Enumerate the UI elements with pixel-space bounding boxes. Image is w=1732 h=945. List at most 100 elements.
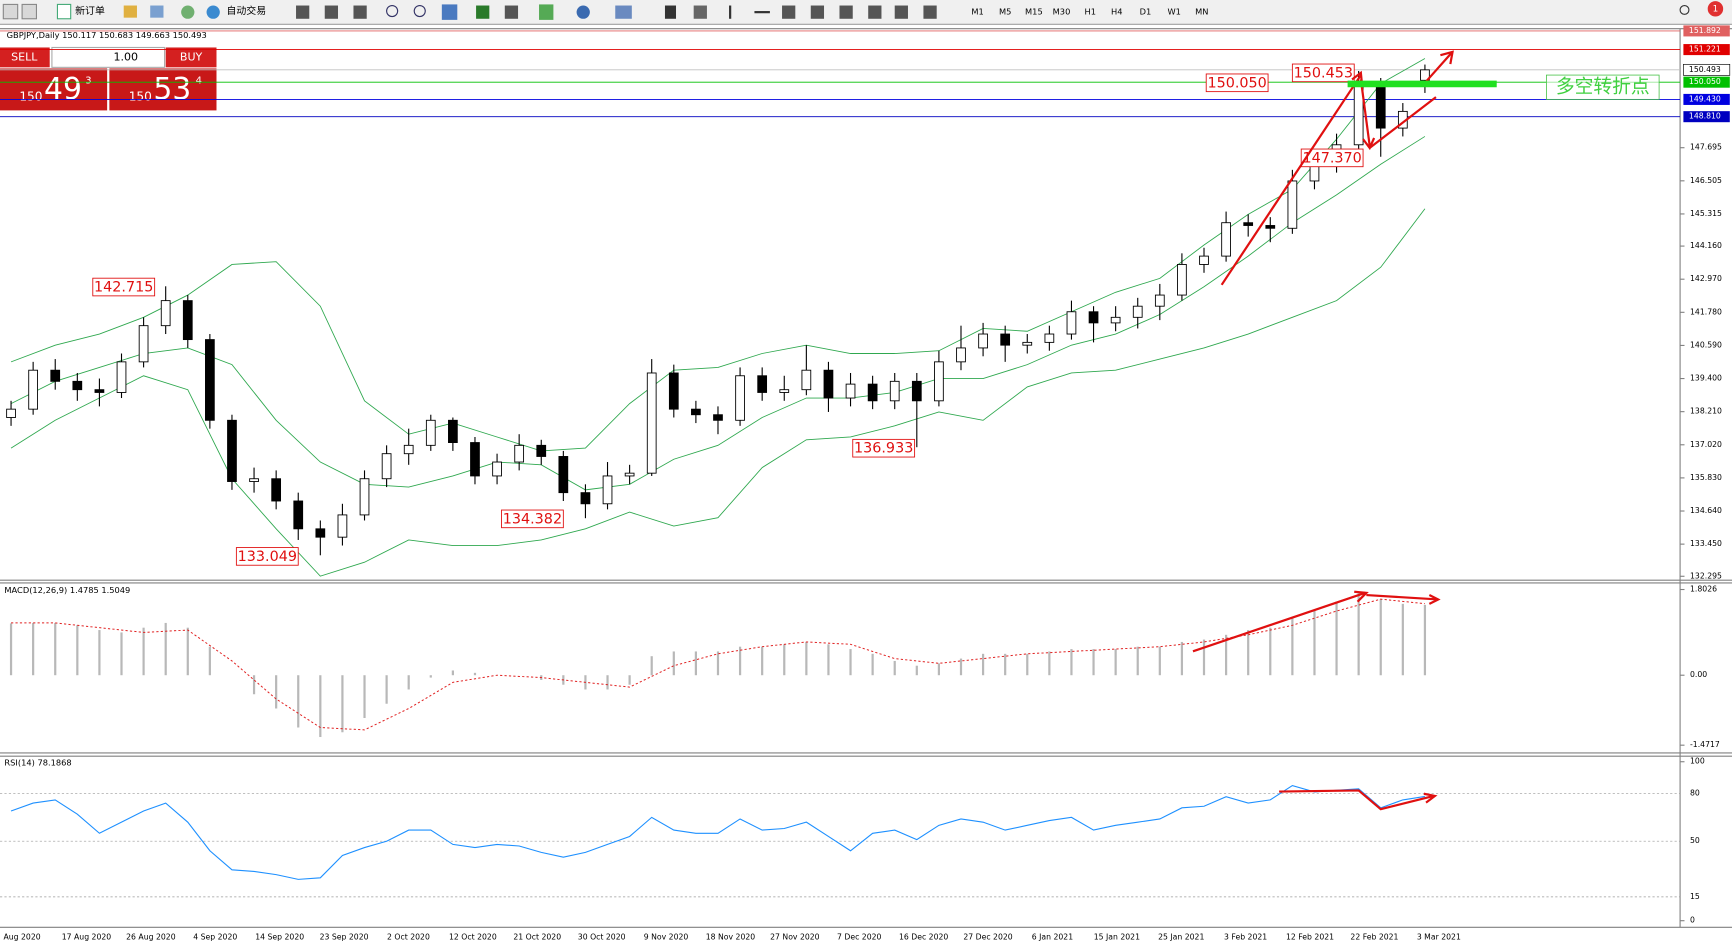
x-tick-label: 23 Sep 2020 — [320, 932, 369, 941]
lots-input[interactable] — [51, 46, 166, 68]
price-annotation: 133.049 — [238, 549, 297, 565]
y-tick-label: 142.970 — [1690, 274, 1722, 283]
toolbar — [0, 0, 1732, 25]
timeframe-button[interactable]: MN — [1195, 7, 1208, 17]
timeframe-button[interactable]: M30 — [1053, 7, 1071, 17]
y-tick-label: 144.160 — [1690, 241, 1722, 250]
candle-body — [889, 380, 900, 402]
candle-body — [1000, 333, 1011, 346]
candle-body — [536, 444, 547, 457]
rsi-title: RSI(14) 78.1868 — [4, 757, 71, 767]
price-annotation: 150.050 — [1207, 75, 1266, 91]
timeframe-button[interactable]: M1 — [971, 7, 983, 17]
timeframe-button[interactable]: W1 — [1167, 7, 1180, 17]
price-level-label: 151.892 — [1689, 26, 1721, 35]
x-tick-label: 16 Dec 2020 — [899, 932, 948, 941]
candle-body — [735, 375, 745, 421]
bollinger-lower — [10, 208, 1426, 577]
toolbar-button[interactable]: 新订单 — [75, 4, 105, 17]
timeframe-button[interactable]: D1 — [1140, 7, 1152, 17]
x-tick-label: 30 Oct 2020 — [578, 932, 626, 941]
candle-body — [514, 444, 525, 463]
candle-body — [271, 478, 282, 502]
candle-body — [116, 361, 127, 393]
price-annotation: 150.453 — [1294, 65, 1353, 81]
buy-price-big: 150 — [129, 90, 152, 104]
timeframe-button[interactable]: H1 — [1084, 7, 1095, 17]
candle-body — [668, 372, 679, 410]
candle-body — [580, 492, 591, 505]
timeframe-button[interactable]: M15 — [1025, 7, 1043, 17]
x-tick-label: 2 Oct 2020 — [387, 932, 430, 941]
timeframe-button[interactable]: H4 — [1111, 7, 1122, 17]
x-tick-label: 17 Aug 2020 — [62, 932, 112, 941]
price-annotation-box — [852, 438, 916, 458]
sell-label: SELL — [11, 50, 38, 63]
y-tick-label: 145.315 — [1690, 209, 1722, 218]
price-annotation-box — [1300, 148, 1364, 168]
candle-body — [1199, 255, 1209, 265]
y-tick-label: 140.590 — [1690, 340, 1722, 349]
candle-body — [1154, 294, 1165, 307]
sell-price-box[interactable] — [0, 68, 108, 111]
bollinger-middle — [10, 136, 1426, 491]
candle-body — [492, 461, 502, 477]
candle-body — [1044, 333, 1055, 343]
price-annotation: 134.382 — [503, 511, 562, 527]
candle-body — [205, 339, 215, 421]
x-tick-label: 25 Jan 2021 — [1158, 932, 1204, 941]
x-tick-label: Aug 2020 — [4, 932, 41, 941]
buy-price-box[interactable] — [109, 68, 217, 111]
buy-price-pips: 53 — [153, 72, 191, 107]
candle-body — [801, 369, 812, 391]
candle-body — [249, 478, 259, 482]
price-level-tag — [1683, 44, 1730, 56]
x-tick-label: 9 Nov 2020 — [644, 932, 689, 941]
macd-title: MACD(12,26,9) 1.4785 1.5049 — [4, 585, 130, 595]
price-annotation: 147.370 — [1302, 150, 1361, 166]
x-tick-label: 7 Dec 2020 — [837, 932, 881, 941]
candle-body — [337, 514, 348, 538]
toolbar-icons — [2, 1, 1724, 20]
candle-body — [72, 380, 83, 391]
bollinger-upper — [10, 58, 1426, 452]
price-annotation-box — [1291, 63, 1355, 83]
price-annotation-box — [92, 277, 156, 297]
candle-body — [94, 389, 105, 393]
y-tick-label: 139.400 — [1690, 374, 1722, 383]
candle-body — [1420, 69, 1430, 81]
annotation-arrows — [1192, 50, 1454, 811]
toolbar-button[interactable]: 自动交易 — [226, 4, 266, 17]
candle-body — [1287, 180, 1298, 229]
candle-body — [293, 500, 304, 530]
chart-title: GBPJPY,Daily 150.117 150.683 149.663 150… — [7, 30, 207, 40]
price-level-label: 149.430 — [1689, 94, 1721, 103]
x-tick-label: 14 Sep 2020 — [255, 932, 304, 941]
candle-body — [28, 369, 38, 410]
y-tick-label: 134.640 — [1690, 506, 1722, 515]
candle-body — [602, 475, 613, 505]
sell-price-pips: 49 — [44, 72, 82, 107]
x-tick-label: 12 Feb 2021 — [1286, 932, 1334, 941]
pane-borders — [0, 28, 1732, 928]
candle-body — [359, 478, 370, 516]
price-annotation-box — [501, 509, 564, 529]
sell-price-fraction: 3 — [85, 76, 91, 87]
rsi-tick-label: 0 — [1690, 916, 1695, 925]
candle-body — [934, 361, 944, 402]
timeframe-button[interactable]: M5 — [999, 7, 1011, 17]
price-level-label: 150.050 — [1689, 77, 1721, 86]
candle-body — [779, 389, 790, 393]
candle-body — [1375, 83, 1386, 129]
candle-body — [315, 528, 326, 538]
pivot-note: 多空转折点 — [1556, 76, 1650, 98]
x-tick-label: 4 Sep 2020 — [193, 932, 237, 941]
trade-panel: SELL 1.00 BUY 150 49 3 150 53 4 — [0, 46, 217, 111]
candle-body — [1022, 341, 1033, 346]
x-tick-label: 15 Jan 2021 — [1094, 932, 1140, 941]
sell-button[interactable] — [0, 47, 50, 68]
notification-count[interactable]: 1 — [1713, 4, 1719, 14]
buy-button[interactable] — [165, 47, 217, 68]
price-annotation: 136.933 — [854, 441, 913, 457]
